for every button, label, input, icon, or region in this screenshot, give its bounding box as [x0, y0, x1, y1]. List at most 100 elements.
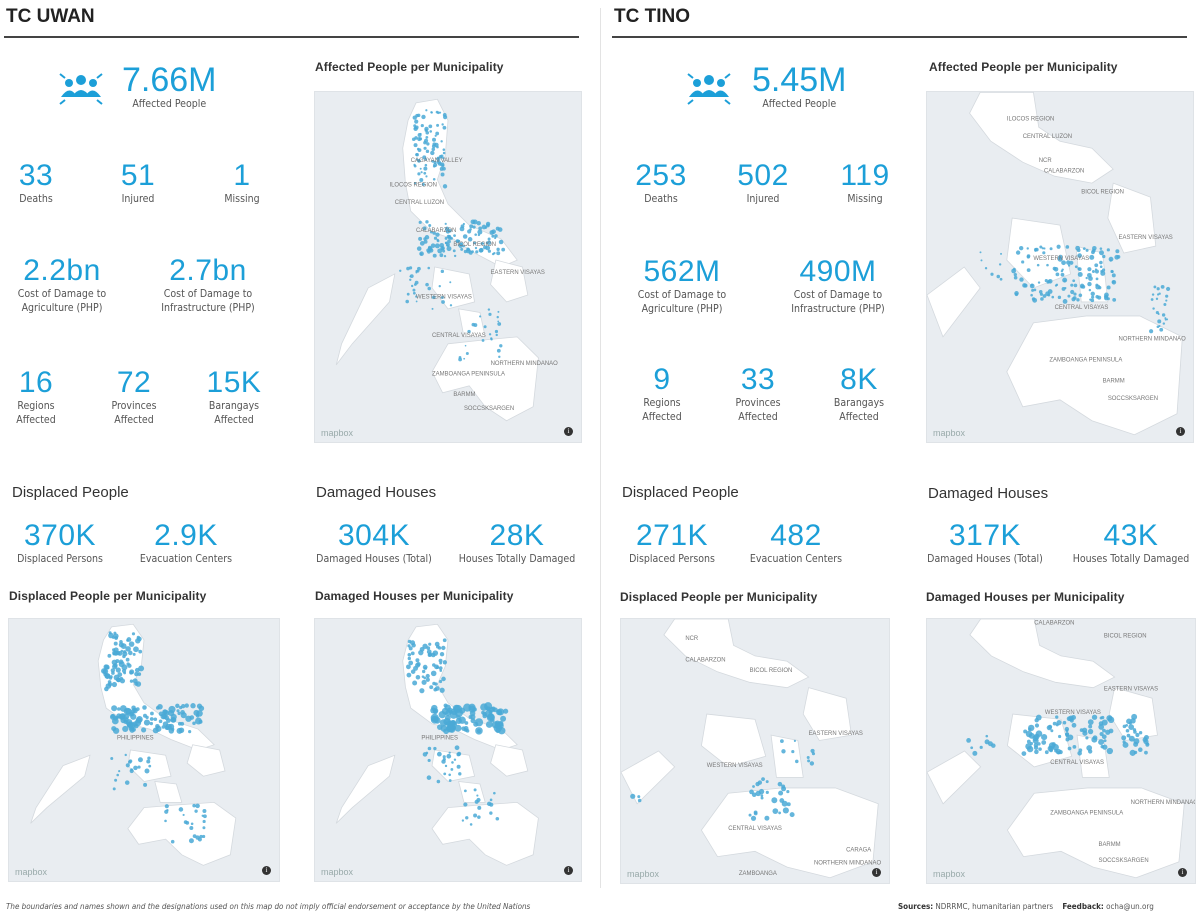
municipality-dot: [448, 236, 452, 240]
municipality-dot: [125, 763, 130, 768]
municipality-dot: [485, 721, 493, 728]
municipality-dot: [407, 656, 411, 661]
municipality-dot: [1144, 750, 1148, 755]
municipality-dot: [128, 759, 133, 763]
region-label: CARAGA: [846, 847, 871, 853]
municipality-dot: [1042, 294, 1047, 298]
municipality-dot: [115, 677, 121, 683]
municipality-dot: [144, 768, 150, 774]
provinces-stat: 33 Provinces Affected: [724, 364, 792, 423]
municipality-dot: [1065, 734, 1069, 738]
municipality-dot: [1021, 260, 1025, 264]
municipality-dot: [125, 646, 131, 652]
map-displaced[interactable]: NCR CALABARZON BICOL REGION EASTERN VISAYAS…: [620, 618, 890, 884]
region-label: NORTHERN MINDANAO: [814, 861, 882, 867]
municipality-dot: [109, 675, 113, 679]
municipality-dot: [1099, 250, 1104, 256]
affected-people-stat: 5.45M Affected People: [752, 62, 847, 110]
municipality-dot: [122, 654, 126, 659]
municipality-dot: [474, 233, 477, 236]
municipality-dot: [444, 222, 447, 225]
municipality-dot: [455, 239, 460, 243]
municipality-dot: [184, 703, 189, 708]
municipality-dot: [436, 157, 440, 160]
municipality-dot: [426, 649, 432, 655]
municipality-dot: [1165, 294, 1169, 298]
totally-damaged-stat: 43K Houses Totally Damaged: [1068, 520, 1194, 566]
municipality-dot: [1014, 292, 1019, 297]
municipality-dot: [483, 245, 488, 250]
municipality-dot: [439, 111, 442, 114]
stat-label-2: Agriculture (PHP): [21, 301, 103, 314]
municipality-dot: [1159, 327, 1164, 332]
island-shape: [431, 801, 539, 866]
info-icon[interactable]: i: [872, 868, 881, 877]
municipality-dot: [436, 239, 440, 243]
municipality-dot: [412, 291, 416, 295]
map-affected[interactable]: CAGAYAN VALLEY ILOCOS REGION CENTRAL LUZON…: [314, 91, 582, 443]
municipality-dot: [765, 780, 769, 784]
municipality-dot: [471, 250, 474, 254]
municipality-dot: [419, 240, 425, 246]
municipality-dot: [427, 286, 432, 291]
municipality-dot: [446, 753, 452, 759]
island-shape: [431, 749, 476, 782]
region-label: BICOL REGION: [750, 668, 793, 674]
info-icon[interactable]: i: [262, 866, 271, 875]
municipality-dot: [637, 798, 642, 803]
municipality-dot: [421, 114, 426, 120]
municipality-dot: [129, 711, 135, 717]
missing-stat: 1 Missing: [214, 160, 270, 206]
municipality-dot: [415, 300, 418, 303]
region-label: CALABARZON: [685, 657, 725, 663]
evacuation-centers-stat: 2.9K Evacuation Centers: [136, 520, 236, 566]
municipality-dot: [496, 315, 499, 319]
region-label: PHILIPPINES: [117, 735, 154, 741]
municipality-dot: [1047, 279, 1051, 284]
map-damaged[interactable]: CALABARZON BICOL REGION EASTERN VISAYAS WES…: [926, 618, 1196, 884]
municipality-dot: [1098, 285, 1102, 290]
municipality-dot: [111, 705, 118, 712]
map-title-damaged: Damaged Houses per Municipality: [315, 589, 514, 603]
info-icon[interactable]: i: [564, 427, 573, 436]
municipality-dot: [419, 177, 424, 182]
island-shape: [335, 754, 396, 824]
municipality-dot: [463, 802, 468, 807]
municipality-dot: [445, 241, 448, 245]
info-icon[interactable]: i: [1178, 868, 1187, 877]
municipality-dot: [442, 184, 448, 189]
feedback-value[interactable]: ocha@un.org: [1106, 902, 1154, 911]
municipality-dot: [1065, 245, 1070, 249]
stat-value: 51: [120, 159, 156, 192]
municipality-dot: [984, 267, 988, 270]
municipality-dot: [1073, 283, 1078, 288]
island-shape: [431, 336, 539, 422]
municipality-dot: [753, 811, 758, 816]
municipality-dot: [417, 159, 421, 163]
municipality-dot: [195, 803, 200, 809]
stat-label-2: Affected: [114, 413, 154, 426]
stat-label-1: Barangays: [208, 400, 260, 412]
municipality-dot: [417, 172, 421, 176]
info-icon[interactable]: i: [1176, 427, 1185, 436]
deaths-stat: 33 Deaths: [8, 160, 64, 206]
municipality-dot: [1033, 288, 1037, 292]
municipality-dot: [782, 807, 789, 814]
municipality-dot: [1099, 247, 1103, 250]
municipality-dot: [444, 715, 451, 721]
municipality-dot: [786, 802, 791, 807]
municipality-dot: [134, 671, 139, 677]
map-affected[interactable]: ILOCOS REGION CENTRAL LUZON NCR CALABARZON B…: [926, 91, 1194, 443]
missing-stat: 119 Missing: [830, 160, 900, 206]
municipality-dot: [423, 676, 427, 680]
stat-value: 5.45M: [752, 61, 847, 99]
panel-divider: [600, 8, 601, 888]
municipality-dot: [189, 826, 194, 830]
municipality-dot: [1111, 280, 1115, 284]
map-displaced[interactable]: PHILIPPINES mapbox i: [8, 618, 280, 882]
info-icon[interactable]: i: [564, 866, 573, 875]
municipality-dot: [1091, 269, 1095, 273]
municipality-dot: [113, 633, 119, 639]
damaged-heading: Damaged Houses: [316, 484, 437, 501]
map-damaged[interactable]: PHILIPPINES mapbox i: [314, 618, 582, 882]
